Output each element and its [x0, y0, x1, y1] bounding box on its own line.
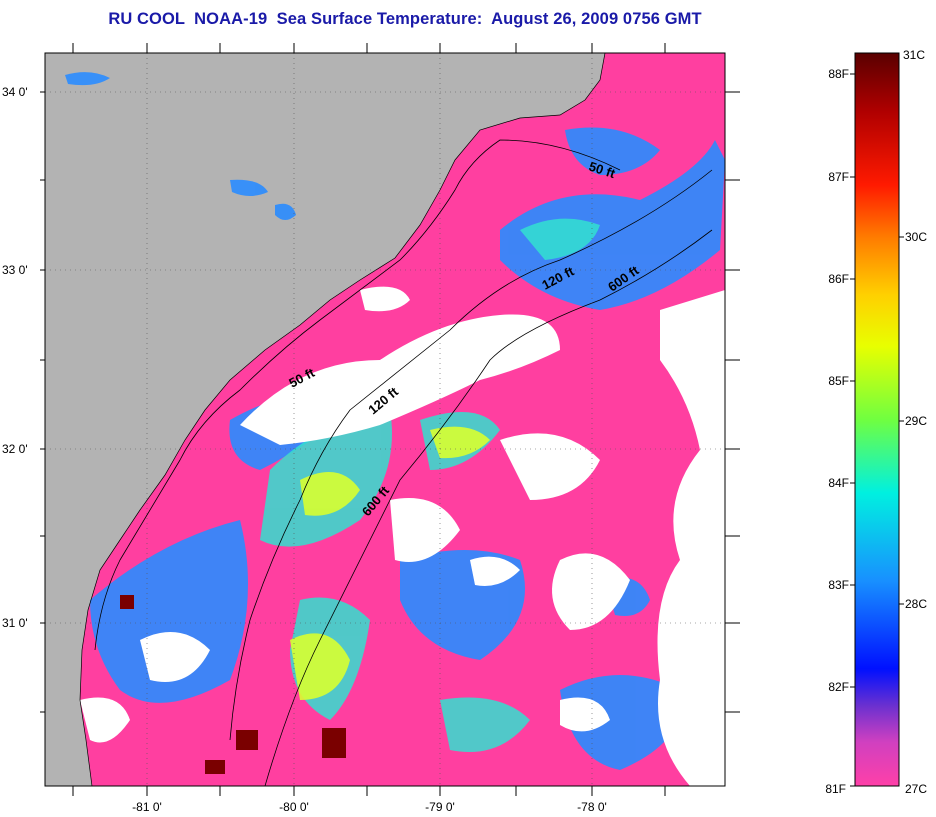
colorbar-label-30c: 30C [905, 230, 927, 244]
colorbar-label-85f: 85F [828, 374, 849, 388]
bathymetry-contours [94, 139, 713, 786]
temperature-colorbar: 88F 87F 86F 85F 84F 83F 82F 81F 31C 30C … [825, 48, 927, 796]
colorbar-label-87f: 87F [828, 170, 849, 184]
lon-label-78: -78 0' [577, 800, 607, 814]
colorbar-label-83f: 83F [828, 578, 849, 592]
page-title: RU COOL NOAA-19 Sea Surface Temperature:… [108, 10, 702, 28]
contour-line-50ft [94, 139, 621, 651]
lon-label-81: -81 0' [132, 800, 162, 814]
contour-line-120ft [229, 169, 713, 741]
colorbar-label-28c: 28C [905, 597, 927, 611]
colorbar-label-88f: 88F [828, 67, 849, 81]
sst-hot-spots [120, 595, 346, 774]
map-frame [44, 52, 726, 787]
lat-label-32: 32 0' [2, 442, 28, 456]
cloud-cover [80, 286, 725, 786]
colorbar-label-86f: 86F [828, 272, 849, 286]
lat-label-34: 34 0' [2, 85, 28, 99]
sst-map: 50 ft 50 ft 120 ft 120 ft 600 ft 600 ft [45, 53, 725, 786]
lon-label-79: -79 0' [425, 800, 455, 814]
land-mass [45, 53, 605, 786]
lon-label-80: -80 0' [279, 800, 309, 814]
graticule [45, 53, 725, 786]
colorbar-label-81f: 81F [825, 782, 846, 796]
colorbar-label-82f: 82F [828, 680, 849, 694]
colorbar-label-27c: 27C [905, 782, 927, 796]
axis-ticks [40, 43, 740, 796]
coastline [79, 53, 606, 786]
sst-warm-patches [290, 426, 490, 700]
contour-line-600ft [264, 229, 713, 786]
lat-label-31: 31 0' [2, 616, 28, 630]
colorbar-label-84f: 84F [828, 476, 849, 490]
colorbar-label-31c: 31C [903, 48, 925, 62]
colorbar-gradient [854, 52, 900, 787]
colorbar-label-29c: 29C [905, 414, 927, 428]
lat-label-33: 33 0' [2, 263, 28, 277]
